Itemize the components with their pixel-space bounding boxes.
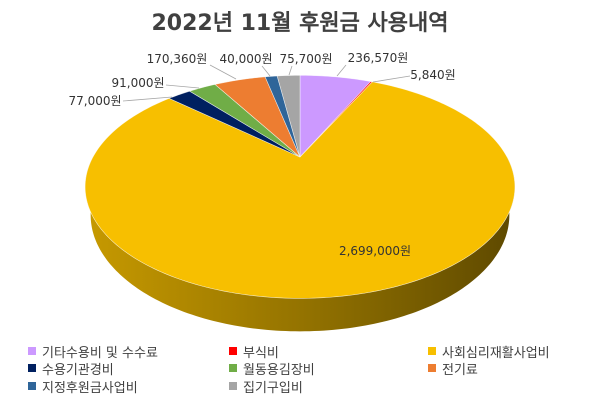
legend-label: 기타수용비 및 수수료 <box>42 345 158 361</box>
legend-label: 지정후원금사업비 <box>42 380 138 396</box>
legend-swatch <box>428 364 436 372</box>
legend-label: 월동용김장비 <box>243 362 315 378</box>
legend-item: 부식비 <box>229 342 279 361</box>
chart-title: 2022년 11월 후원금 사용내역 <box>151 11 449 36</box>
leader-line <box>165 84 200 89</box>
leader-lines <box>122 64 411 102</box>
legend-item: 기타수용비 및 수수료 <box>28 342 158 361</box>
data-label: 75,700원 <box>279 52 332 66</box>
pie-slice <box>84 81 516 299</box>
leader-line <box>209 64 237 80</box>
legend-label: 사회심리재활사업비 <box>442 345 550 361</box>
pie-slice <box>276 75 301 158</box>
legend-swatch <box>428 347 436 355</box>
legend-label: 전기료 <box>442 362 478 378</box>
data-label: 2,699,000원 <box>339 244 411 258</box>
legend-item: 집기구입비 <box>229 377 303 396</box>
legend-swatch <box>229 347 237 355</box>
legend-item: 수용기관경비 <box>28 359 114 378</box>
legend-item: 지정후원금사업비 <box>28 377 138 396</box>
leader-line <box>372 75 411 83</box>
pie-slice <box>188 84 301 158</box>
pie-slice <box>168 90 301 158</box>
legend-item: 월동용김장비 <box>229 359 315 378</box>
legend-swatch <box>28 382 36 390</box>
leader-line <box>261 65 271 77</box>
legend-item: 전기료 <box>428 359 478 378</box>
pie-slice <box>264 75 301 158</box>
legend-swatch <box>229 382 237 390</box>
pie-slice-side <box>85 157 515 332</box>
leader-line <box>336 64 347 77</box>
legend: 기타수용비 및 수수료 부식비 사회심리재활사업비 수용기관경비 월동용김장비 … <box>0 340 600 396</box>
leader-line <box>288 65 293 76</box>
legend-item: 사회심리재활사업비 <box>428 342 550 361</box>
pie-slice <box>299 75 372 158</box>
leader-line <box>122 96 173 102</box>
data-label: 170,360원 <box>147 52 208 66</box>
legend-swatch <box>229 364 237 372</box>
legend-label: 집기구입비 <box>243 380 303 396</box>
legend-swatch <box>28 364 36 372</box>
pie-sides <box>85 157 515 332</box>
legend-swatch <box>28 347 36 355</box>
data-label: 5,840원 <box>410 68 455 82</box>
data-label: 40,000원 <box>219 52 272 66</box>
data-label: 236,570원 <box>348 51 409 65</box>
data-label: 91,000원 <box>111 76 164 90</box>
legend-label: 부식비 <box>243 345 279 361</box>
legend-label: 수용기관경비 <box>42 362 114 378</box>
data-label: 77,000원 <box>68 94 121 108</box>
pie-slice <box>214 76 301 158</box>
pie-tops <box>84 75 516 299</box>
